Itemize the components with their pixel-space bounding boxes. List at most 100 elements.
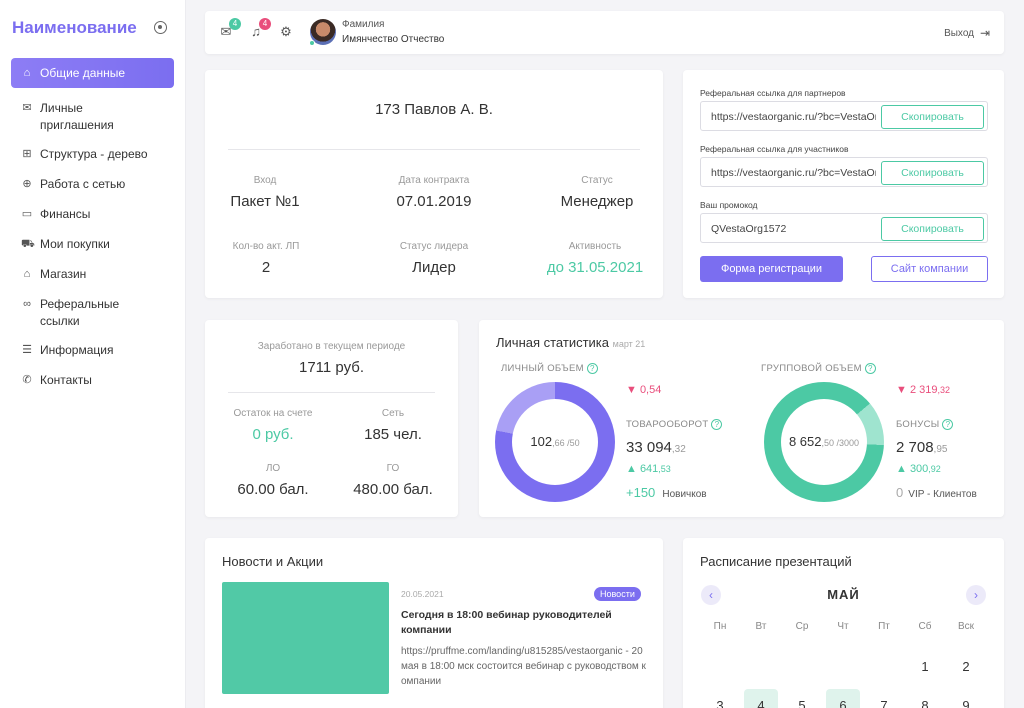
- leader-status-value: Лидер: [412, 259, 456, 276]
- stats-card: Личная статистика март 21 ЛИЧНЫЙ ОБЪЕМ? …: [479, 320, 1004, 517]
- network-value: 185 чел.: [364, 426, 422, 443]
- partners-link-value: https://vestaorganic.ru/?bc=VestaOrg: [711, 111, 876, 123]
- calendar-day[interactable]: 2: [962, 659, 970, 674]
- contract-date-label: Дата контракта: [398, 175, 470, 186]
- profile-card: 173 Павлов А. В. Вход Пакет №1 Дата конт…: [205, 70, 663, 298]
- logout-icon[interactable]: ⇥: [979, 26, 990, 40]
- members-link-label: Реферальная ссылка для участников: [700, 144, 849, 154]
- calendar-month: МАЙ: [827, 587, 860, 602]
- home-icon: ⌂: [23, 67, 31, 79]
- company-site-button[interactable]: Сайт компании: [871, 256, 988, 282]
- group-volume-label: ГРУППОВОЙ ОБЪЕМ?: [761, 363, 876, 374]
- weekday-label: Пн: [713, 621, 727, 632]
- sidebar-item-finance[interactable]: ▭ Финансы: [11, 206, 174, 223]
- calendar-day[interactable]: 9: [962, 698, 970, 708]
- personal-volume-label-text: ЛИЧНЫЙ ОБЪЕМ: [501, 363, 584, 375]
- promo-value: QVestaOrg1572: [711, 223, 787, 235]
- news-date: 20.05.2021: [401, 589, 444, 599]
- partners-link-label: Реферальная ссылка для партнеров: [700, 88, 846, 98]
- sidebar-item-invitations[interactable]: ✉ Личные приглашения: [11, 100, 174, 134]
- event-highlight: [826, 689, 860, 708]
- activity-label: Активность: [568, 241, 622, 252]
- sidebar-item-label: Общие данные: [40, 65, 126, 80]
- topbar: ✉ 4 ♫ 4 ⚙ Фамилия Имянчество Отчество Вы…: [205, 11, 1004, 54]
- group-volume-value: 8 652,50 /3000: [764, 434, 884, 449]
- help-icon[interactable]: ?: [711, 419, 723, 430]
- vip-count: 0: [896, 485, 904, 500]
- calendar-day[interactable]: 6: [839, 698, 847, 708]
- members-link-field[interactable]: https://vestaorganic.ru/?bc=VestaOrg Ско…: [700, 157, 988, 187]
- mail-icon[interactable]: ✉ 4: [219, 18, 241, 39]
- go-label: ГО: [386, 463, 400, 474]
- status-label: Статус: [581, 175, 613, 186]
- referral-card: Реферальная ссылка для партнеров https:/…: [683, 70, 1004, 298]
- active-lp-value: 2: [261, 259, 271, 276]
- user-fullname: Имянчество Отчество: [342, 34, 445, 45]
- event-highlight: [744, 689, 778, 708]
- group-volume-dec: ,50: [821, 438, 835, 448]
- copy-promo-button[interactable]: Скопировать: [881, 217, 984, 241]
- turnover-delta: ▲ 641,53: [626, 463, 671, 475]
- partners-link-field[interactable]: https://vestaorganic.ru/?bc=VestaOrg Ско…: [700, 101, 988, 131]
- news-card: Новости и Акции 20.05.2021 Новости Сегод…: [205, 538, 663, 708]
- group-volume-target: /3000: [834, 438, 860, 448]
- app-title: Наименование: [12, 18, 137, 37]
- sidebar-item-label: Контакты: [40, 373, 92, 387]
- active-lp-label: Кол-во акт. ЛП: [232, 241, 300, 252]
- copy-partners-link-button[interactable]: Скопировать: [881, 105, 984, 129]
- network-label: Сеть: [381, 408, 405, 419]
- sidebar-item-purchases[interactable]: ⛟ Мои покупки: [11, 236, 174, 253]
- personal-volume-donut: 102,66 /50: [495, 382, 615, 502]
- personal-volume-main: 102: [530, 434, 553, 449]
- target-icon[interactable]: [154, 21, 167, 34]
- earnings-card: Заработано в текущем периоде 1711 руб. О…: [205, 320, 458, 517]
- turnover-value: 33 094,32: [626, 439, 686, 456]
- help-icon[interactable]: ?: [942, 419, 954, 430]
- group-volume-label-text: ГРУППОВОЙ ОБЪЕМ: [761, 363, 862, 375]
- news-image[interactable]: [222, 582, 389, 694]
- calendar-day[interactable]: 8: [921, 698, 929, 708]
- sidebar-item-referral[interactable]: ∞ Реферальные ссылки: [11, 296, 174, 330]
- sidebar-item-shop[interactable]: ⌂ Магазин: [11, 266, 174, 283]
- stats-title-text: Личная статистика: [496, 335, 610, 350]
- calendar-day[interactable]: 5: [798, 698, 806, 708]
- promo-field[interactable]: QVestaOrg1572 Скопировать: [700, 213, 988, 243]
- sidebar-item-tree[interactable]: ⊞ Структура - дерево: [11, 146, 174, 163]
- group-volume-delta: ▼ 2 319,32: [896, 384, 950, 396]
- copy-members-link-button[interactable]: Скопировать: [881, 161, 984, 185]
- weekday-label: Чт: [837, 621, 849, 632]
- prev-month-button[interactable]: ‹: [701, 585, 721, 605]
- stats-period: март 21: [612, 339, 646, 349]
- sidebar-item-contacts[interactable]: ✆ Контакты: [11, 372, 174, 389]
- sidebar-item-general[interactable]: ⌂ Общие данные: [11, 58, 174, 88]
- document-icon: ☰: [22, 344, 32, 356]
- sidebar-nav: ⌂ Общие данные ✉ Личные приглашения ⊞ Ст…: [11, 58, 174, 389]
- calendar-day[interactable]: 7: [880, 698, 888, 708]
- bell-icon[interactable]: ♫ 4: [249, 18, 271, 39]
- help-icon[interactable]: ?: [864, 363, 876, 374]
- divider: [228, 149, 640, 150]
- entry-value: Пакет №1: [230, 193, 300, 210]
- news-headline[interactable]: Сегодня в 18:00 вебинар руководителей ко…: [401, 609, 612, 636]
- logout-link[interactable]: Выход: [944, 28, 974, 39]
- activity-value: до 31.05.2021: [546, 259, 644, 276]
- next-month-button[interactable]: ›: [966, 585, 986, 605]
- bonus-label-text: БОНУСЫ: [896, 419, 940, 431]
- group-volume-main: 8 652: [788, 434, 822, 449]
- gear-icon[interactable]: ⚙: [280, 24, 292, 39]
- stats-title: Личная статистика март 21: [496, 335, 645, 350]
- help-icon[interactable]: ?: [586, 363, 598, 374]
- calendar-day[interactable]: 3: [716, 698, 724, 708]
- promo-label: Ваш промокод: [700, 200, 758, 210]
- calendar-day[interactable]: 4: [757, 698, 765, 708]
- calendar-day[interactable]: 1: [921, 659, 929, 674]
- registration-form-button[interactable]: Форма регистрации: [700, 256, 843, 282]
- sidebar-item-network[interactable]: ⊕ Работа с сетью: [11, 176, 174, 193]
- sidebar-item-label: Магазин: [40, 267, 87, 281]
- turnover-delta-main: ▲ 641: [626, 463, 659, 475]
- globe-icon: ⊕: [22, 178, 32, 190]
- phone-icon: ✆: [22, 374, 32, 386]
- balance-value: 0 руб.: [252, 426, 294, 443]
- cart-icon: ⛟: [21, 238, 35, 250]
- sidebar-item-info[interactable]: ☰ Информация: [11, 342, 174, 359]
